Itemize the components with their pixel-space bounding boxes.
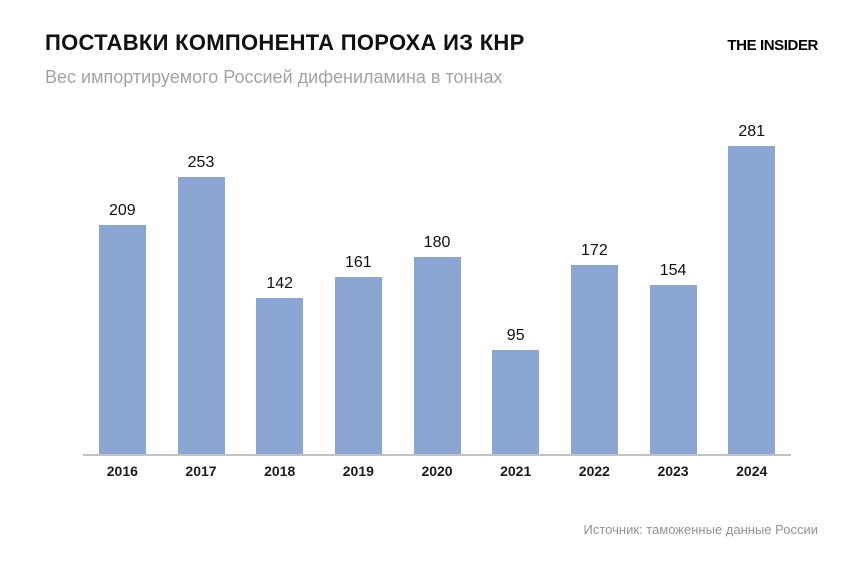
x-tick-label: 2022 [578, 463, 610, 479]
x-tick-label: 2018 [264, 463, 296, 479]
bar-column: 281 [712, 116, 791, 454]
bar [98, 225, 146, 454]
bar-column: 172 [555, 116, 634, 454]
bar-column: 142 [240, 116, 319, 454]
bar-column: 161 [319, 116, 398, 454]
x-tick-label: 2020 [421, 463, 453, 479]
bar [570, 265, 618, 454]
source-note: Источник: таможенные данные России [583, 522, 818, 537]
bar [177, 177, 225, 454]
bar [256, 298, 304, 454]
bar-value-label: 95 [506, 327, 525, 345]
x-tick-label: 2017 [185, 463, 217, 479]
plot-area: 209 253 142 161 180 95 172 154 281 [83, 116, 791, 456]
bar-value-label: 154 [659, 262, 687, 280]
x-tick-label: 2019 [342, 463, 374, 479]
x-tick-label: 2024 [736, 463, 768, 479]
bar-column: 95 [476, 116, 555, 454]
page-title: ПОСТАВКИ КОМПОНЕНТА ПОРОХА ИЗ КНР [45, 30, 525, 55]
page-subtitle: Вес импортируемого Россией дифениламина … [45, 67, 503, 87]
bar-value-label: 142 [266, 275, 294, 293]
bar-value-label: 209 [108, 202, 136, 220]
bar-value-label: 253 [187, 154, 215, 172]
bar-column: 253 [162, 116, 241, 454]
x-axis: 2016 2017 2018 2019 2020 2021 2022 2023 2024 [83, 463, 791, 479]
bar-column: 154 [634, 116, 713, 454]
bar-value-label: 172 [581, 242, 608, 260]
x-tick-label: 2021 [500, 463, 532, 479]
bar [492, 350, 540, 454]
bar-value-label: 281 [738, 123, 766, 141]
header: ПОСТАВКИ КОМПОНЕНТА ПОРОХА ИЗ КНР Вес им… [45, 30, 818, 88]
x-tick-label: 2023 [657, 463, 689, 479]
bar [334, 277, 382, 454]
bar-value-label: 180 [423, 234, 451, 252]
bar-column: 180 [398, 116, 477, 454]
bar [649, 285, 697, 454]
bar [728, 146, 776, 454]
bar [413, 257, 461, 454]
x-tick-label: 2016 [106, 463, 138, 479]
brand-logo: THE INSIDER [727, 37, 818, 54]
bar-column: 209 [83, 116, 162, 454]
bar-value-label: 161 [345, 254, 372, 272]
bar-chart: 209 253 142 161 180 95 172 154 281 2016 2017 2018 2… [83, 116, 791, 479]
